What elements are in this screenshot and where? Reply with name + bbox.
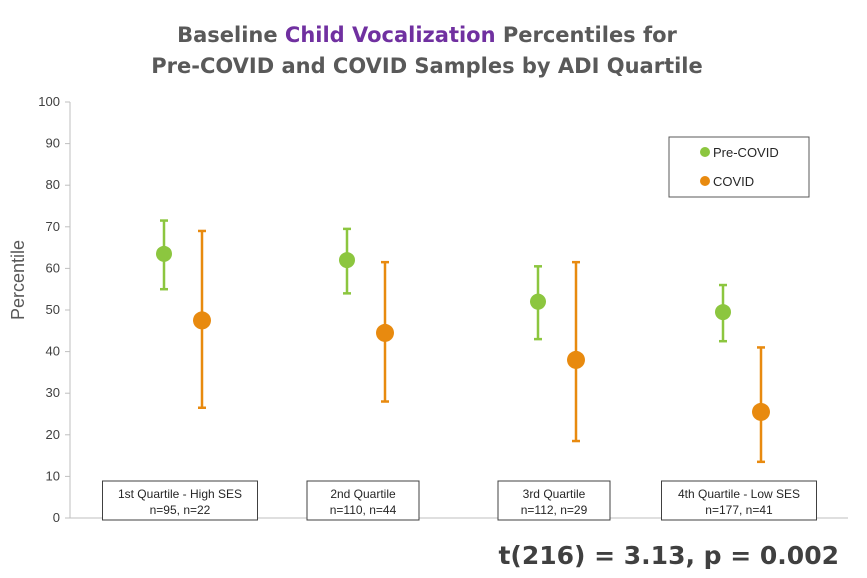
- data-point-covid: [193, 311, 211, 330]
- data-point-pre-covid: [715, 304, 731, 321]
- category-label-box: [497, 480, 611, 521]
- y-tick-label: 50: [46, 302, 60, 317]
- y-tick-label: 80: [46, 177, 60, 192]
- series-pre-covid: [156, 219, 731, 343]
- legend-marker-pre-covid: [700, 147, 710, 157]
- legend-label-covid: COVID: [713, 174, 754, 189]
- category-label-box: [306, 480, 420, 521]
- y-axis-label: Percentile: [8, 240, 28, 320]
- series-covid: [193, 229, 770, 464]
- data-point-covid: [752, 402, 770, 421]
- category-label-name: 1st Quartile - High SES: [118, 487, 242, 501]
- category-label-name: 3rd Quartile: [523, 487, 586, 501]
- y-tick-label: 40: [46, 344, 60, 359]
- chart-title-line-1: Baseline Child Vocalization Percentiles …: [177, 23, 677, 47]
- y-tick-label: 20: [46, 427, 60, 442]
- category-label-box: [661, 480, 817, 521]
- category-label-counts: n=110, n=44: [330, 503, 397, 517]
- category-label-name: 2nd Quartile: [330, 487, 396, 501]
- y-tick-label: 90: [46, 136, 60, 151]
- stat-annotation: t(216) = 3.13, p = 0.002: [498, 541, 839, 570]
- category-label: 2nd Quartile n=110, n=44: [306, 480, 420, 521]
- chart-title-part-1: Baseline: [177, 23, 285, 47]
- data-point-covid: [376, 323, 394, 342]
- y-tick-label: 0: [53, 510, 60, 525]
- y-tick-label: 100: [38, 94, 60, 109]
- legend: Pre-COVID COVID: [668, 136, 810, 198]
- category-label: 1st Quartile - High SES n=95, n=22: [102, 480, 258, 521]
- category-labels: 1st Quartile - High SES n=95, n=22 2nd Qua…: [102, 480, 817, 521]
- category-label-counts: n=177, n=41: [705, 503, 773, 517]
- category-label-counts: n=112, n=29: [521, 503, 588, 517]
- data-point-pre-covid: [339, 252, 355, 269]
- legend-box: [668, 136, 810, 198]
- chart-title-part-2: Percentiles for: [496, 23, 678, 47]
- data-point-pre-covid: [156, 245, 172, 262]
- y-tick-label: 60: [46, 260, 60, 275]
- data-point-pre-covid: [530, 293, 546, 310]
- category-label: 4th Quartile - Low SES n=177, n=41: [661, 480, 817, 521]
- legend-label-pre-covid: Pre-COVID: [713, 145, 779, 160]
- chart-title-accent: Child Vocalization: [285, 23, 496, 47]
- y-tick-label: 10: [46, 468, 60, 483]
- y-axis: 0 10 20 30 40 50 60 70 80 90 100: [38, 94, 71, 525]
- legend-marker-covid: [700, 176, 710, 186]
- y-tick-label: 70: [46, 219, 60, 234]
- data-series: [156, 219, 770, 464]
- category-label-name: 4th Quartile - Low SES: [678, 487, 800, 501]
- y-tick-label: 30: [46, 385, 60, 400]
- data-point-covid: [567, 350, 585, 369]
- category-label-counts: n=95, n=22: [150, 503, 211, 517]
- category-label-box: [102, 480, 258, 521]
- category-label: 3rd Quartile n=112, n=29: [497, 480, 611, 521]
- chart-title-line-2: Pre-COVID and COVID Samples by ADI Quart…: [151, 54, 703, 78]
